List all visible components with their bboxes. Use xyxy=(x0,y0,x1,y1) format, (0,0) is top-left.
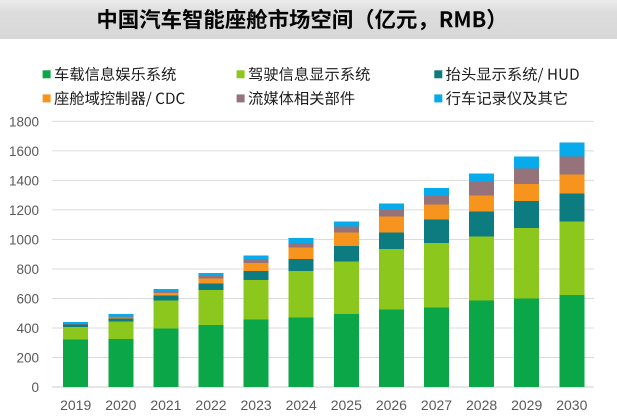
svg-text:2019: 2019 xyxy=(60,397,91,413)
svg-text:2026: 2026 xyxy=(376,397,407,413)
svg-text:1800: 1800 xyxy=(9,114,39,129)
svg-text:2030: 2030 xyxy=(556,397,587,413)
svg-text:400: 400 xyxy=(16,321,39,336)
svg-text:1200: 1200 xyxy=(9,203,39,218)
svg-text:0: 0 xyxy=(31,380,39,395)
svg-text:1600: 1600 xyxy=(9,144,39,159)
svg-text:2024: 2024 xyxy=(286,397,317,413)
svg-text:2021: 2021 xyxy=(150,397,181,413)
svg-text:600: 600 xyxy=(16,291,39,306)
svg-text:2027: 2027 xyxy=(421,397,452,413)
svg-text:1000: 1000 xyxy=(9,232,39,247)
svg-text:1400: 1400 xyxy=(9,173,39,188)
svg-text:200: 200 xyxy=(16,350,39,365)
svg-text:2028: 2028 xyxy=(466,397,497,413)
svg-text:2029: 2029 xyxy=(511,397,542,413)
svg-text:800: 800 xyxy=(16,262,39,277)
svg-text:2023: 2023 xyxy=(241,397,272,413)
svg-text:2025: 2025 xyxy=(331,397,362,413)
svg-text:2020: 2020 xyxy=(105,397,136,413)
svg-text:2022: 2022 xyxy=(195,397,226,413)
